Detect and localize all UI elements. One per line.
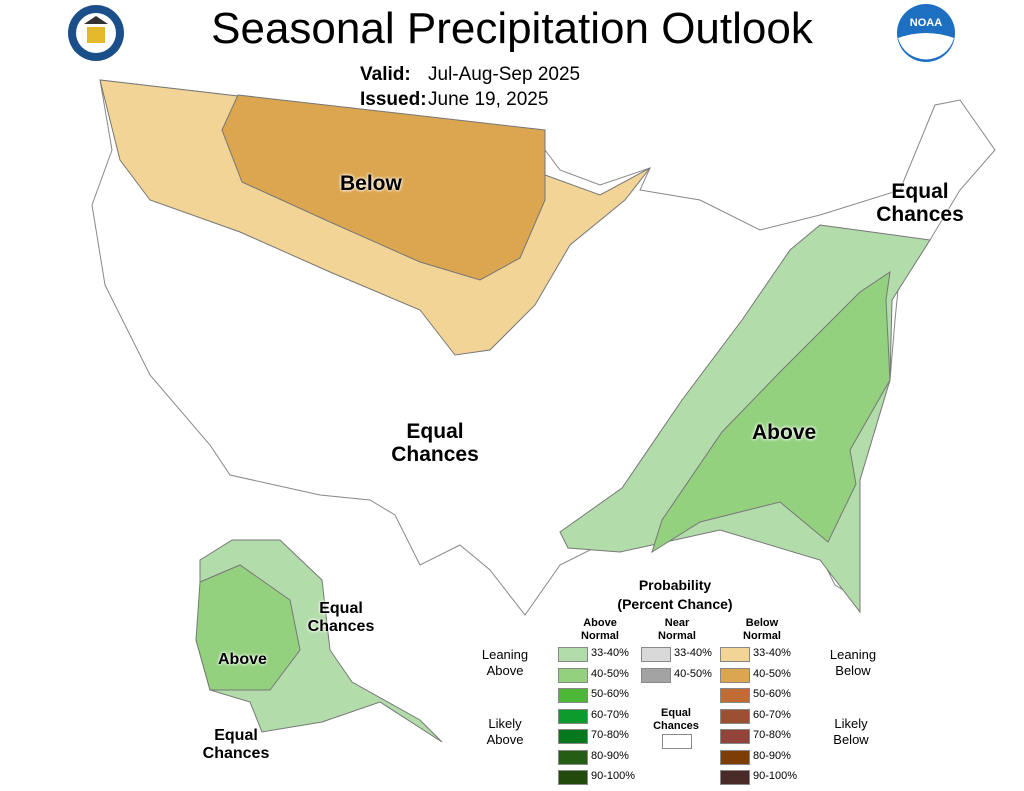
valid-label: Valid: bbox=[360, 64, 411, 85]
issued-value: June 19, 2025 bbox=[428, 89, 549, 110]
legend-below-header: Below Normal bbox=[743, 617, 781, 642]
legend-range-below-4: 70-80% bbox=[753, 729, 791, 741]
legend-above-header: Above Normal bbox=[581, 617, 619, 642]
legend-range-above-2: 50-60% bbox=[591, 688, 629, 700]
legend-range-above-4: 70-80% bbox=[591, 729, 629, 741]
issued-label: Issued: bbox=[360, 89, 427, 110]
issued-line: Issued:June 19, 2025 bbox=[360, 89, 548, 111]
legend-swatch-near-1 bbox=[641, 667, 671, 683]
legend-swatch-above-5 bbox=[558, 749, 588, 765]
legend-range-above-6: 90-100% bbox=[591, 770, 636, 782]
legend-range-below-5: 80-90% bbox=[753, 749, 791, 762]
legend-near-header: Near Normal bbox=[658, 617, 696, 642]
legend-leaning-above: Leaning Above bbox=[481, 647, 529, 679]
legend-range-above-5: 80-90% bbox=[591, 749, 629, 762]
legend-range-below-3: 60-70% bbox=[753, 708, 791, 721]
legend-likely-below: Likely Below bbox=[833, 716, 869, 748]
valid-line: Valid: Jul-Aug-Sep 2025 bbox=[360, 64, 580, 86]
alaska-above-area bbox=[195, 564, 301, 691]
label-alaska-equal-south: Equal Chances bbox=[202, 727, 270, 762]
legend-swatch-above-6 bbox=[558, 770, 588, 785]
legend-swatch-equal bbox=[662, 734, 692, 749]
noaa-logo-icon: NOAA bbox=[897, 4, 955, 62]
legend-swatch-below-1 bbox=[720, 667, 750, 683]
legend-swatch-above-2 bbox=[558, 688, 588, 703]
legend-swatch-below-0 bbox=[720, 647, 750, 662]
noaa-text: NOAA bbox=[910, 17, 942, 29]
label-equal-center: Equal Chances bbox=[391, 420, 479, 467]
label-alaska-equal-east: Equal Chances bbox=[307, 600, 375, 635]
legend-title: Probability bbox=[638, 577, 712, 593]
legend-swatch-below-5 bbox=[720, 749, 750, 765]
legend-swatch-near-0 bbox=[641, 647, 671, 662]
legend-range-below-6: 90-100% bbox=[753, 770, 798, 782]
legend-range-above-0: 33-40% bbox=[591, 647, 629, 659]
legend-swatch-above-0 bbox=[558, 647, 588, 662]
valid-value: Jul-Aug-Sep 2025 bbox=[428, 64, 581, 85]
legend-range-below-1: 40-50% bbox=[753, 667, 791, 680]
legend-range-above-1: 40-50% bbox=[591, 667, 629, 680]
above-40-50-area bbox=[651, 270, 891, 554]
legend-swatch-above-3 bbox=[558, 708, 588, 724]
legend-subtitle: (Percent Chance) bbox=[617, 596, 733, 612]
legend-range-below-0: 33-40% bbox=[753, 647, 791, 659]
legend-range-near-0: 33-40% bbox=[674, 647, 712, 659]
label-above-se: Above bbox=[752, 421, 817, 444]
label-below: Below bbox=[340, 172, 402, 195]
legend-swatch-below-4 bbox=[720, 729, 750, 744]
legend-range-near-1: 40-50% bbox=[674, 667, 712, 680]
legend-leaning-below: Leaning Below bbox=[829, 647, 877, 679]
legend-swatch-above-4 bbox=[558, 729, 588, 744]
commerce-seal-icon bbox=[68, 5, 124, 61]
label-alaska-above: Above bbox=[218, 651, 267, 668]
legend-range-above-3: 60-70% bbox=[591, 708, 629, 721]
legend-swatch-below-6 bbox=[720, 770, 750, 785]
below-40-50-area bbox=[221, 94, 546, 281]
legend-range-below-2: 50-60% bbox=[753, 688, 791, 700]
legend-swatch-below-2 bbox=[720, 688, 750, 703]
page-title: Seasonal Precipitation Outlook bbox=[211, 4, 813, 53]
legend-equal-chances: Equal Chances bbox=[653, 707, 699, 732]
legend-likely-above: Likely Above bbox=[486, 716, 524, 748]
legend-swatch-above-1 bbox=[558, 667, 588, 683]
label-equal-ne: Equal Chances bbox=[876, 180, 964, 227]
legend-swatch-below-3 bbox=[720, 708, 750, 724]
